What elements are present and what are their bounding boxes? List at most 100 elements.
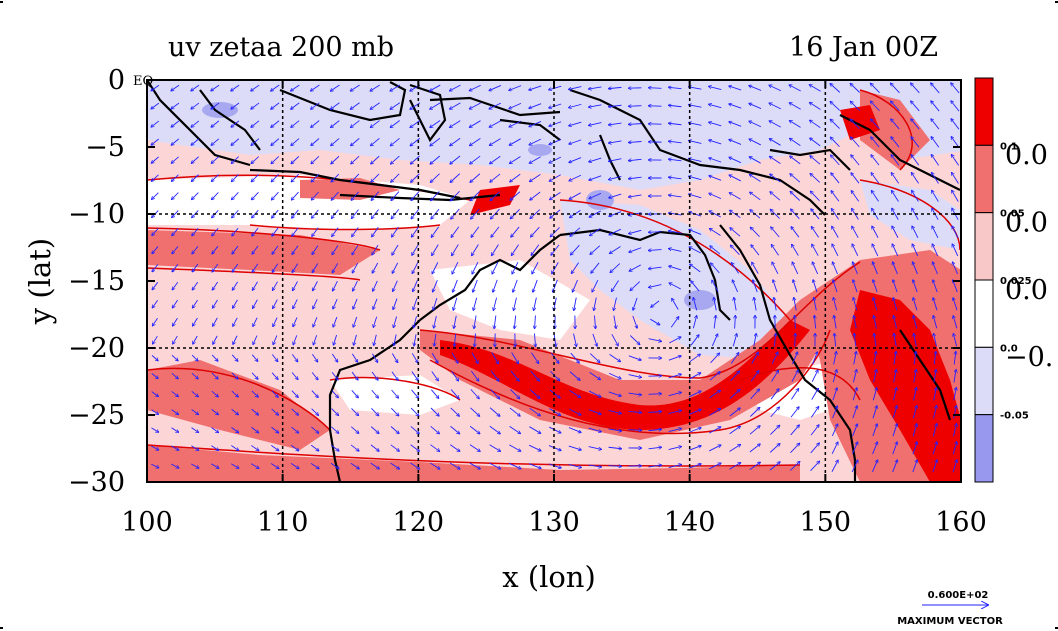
wind-vector — [691, 281, 700, 292]
wind-vector — [529, 103, 542, 109]
wind-vector — [331, 408, 339, 416]
wind-vector — [251, 174, 259, 181]
wind-vector — [370, 102, 380, 109]
wind-vector — [648, 412, 662, 413]
wind-vector — [852, 406, 857, 419]
wind-vector — [589, 157, 602, 162]
wind-vector — [753, 280, 758, 293]
wind-vector — [789, 85, 801, 92]
wind-vector — [812, 262, 819, 275]
wind-vector — [532, 262, 539, 273]
wind-vector — [313, 335, 318, 345]
wind-vector — [711, 263, 720, 274]
wind-vector — [689, 141, 702, 144]
wind-vector — [810, 156, 821, 165]
wind-vector — [171, 391, 178, 396]
wind-vector — [271, 156, 280, 163]
wind-vector — [350, 444, 359, 451]
colorbar-level-label: 0.025 — [1000, 276, 1032, 287]
wind-vector — [489, 138, 501, 146]
wind-vector — [609, 122, 622, 125]
wind-vector — [352, 262, 359, 273]
wind-vector — [853, 298, 858, 311]
wind-vector — [251, 138, 260, 146]
wind-vector — [530, 174, 541, 181]
wind-vector — [932, 442, 937, 455]
wind-vector — [449, 444, 460, 452]
wind-vector — [273, 335, 278, 344]
wind-vector — [491, 226, 500, 237]
wind-vector — [549, 156, 562, 163]
wind-vector — [608, 410, 622, 413]
wind-vector — [913, 298, 918, 311]
wind-vector — [811, 227, 820, 238]
wind-vector — [311, 120, 320, 128]
wind-vector — [735, 316, 736, 329]
wind-vector — [795, 334, 796, 347]
wind-vector — [351, 389, 358, 397]
wind-vector — [450, 137, 461, 145]
wind-vector — [953, 316, 958, 329]
wind-vector — [530, 191, 541, 200]
wind-vector — [633, 297, 638, 310]
wind-vector — [571, 244, 580, 255]
wind-vector — [211, 102, 220, 109]
wind-vector — [313, 281, 318, 290]
wind-vector — [332, 263, 339, 272]
wind-vector — [232, 263, 239, 272]
wind-vector — [413, 280, 418, 291]
wind-vector — [629, 142, 642, 143]
wind-vector — [732, 280, 738, 293]
wind-vector — [433, 280, 438, 292]
wind-vector — [291, 120, 300, 128]
wind-vector — [231, 372, 238, 379]
wind-vector — [171, 445, 178, 450]
wind-vector — [951, 83, 960, 94]
wind-vector — [911, 137, 920, 148]
wind-vector — [688, 428, 701, 433]
wind-vector — [331, 426, 338, 433]
wind-vector — [892, 244, 899, 257]
wind-vector — [873, 280, 878, 293]
wind-vector — [912, 226, 919, 238]
wind-vector — [753, 334, 756, 347]
wind-vector — [511, 244, 519, 256]
wind-vector — [173, 335, 178, 344]
wind-vector — [912, 460, 917, 473]
wind-vector — [430, 444, 439, 452]
wind-vector — [688, 391, 701, 398]
wind-vector — [589, 353, 599, 363]
wind-vector — [933, 370, 936, 383]
strong-negative-spots — [202, 102, 716, 310]
wind-vector — [414, 316, 417, 327]
wind-vector — [351, 155, 360, 164]
wind-vector — [431, 352, 438, 363]
wind-vector — [450, 425, 459, 433]
wind-vector — [669, 105, 682, 106]
wind-vector — [251, 390, 258, 397]
x-tick-label: 150 — [800, 507, 852, 538]
wind-vector — [373, 316, 378, 328]
wind-vector — [412, 244, 419, 255]
wind-vector — [813, 280, 818, 293]
wind-vector — [393, 316, 398, 328]
wind-vector — [311, 173, 320, 182]
wind-vector — [451, 226, 460, 238]
wind-vector — [171, 463, 178, 468]
wind-vector — [894, 334, 897, 347]
wind-vector — [549, 174, 561, 181]
wind-vector — [490, 155, 501, 163]
wind-vector — [548, 426, 561, 433]
wind-vector — [749, 139, 762, 146]
wind-vector — [833, 262, 838, 275]
wind-vector — [293, 281, 298, 291]
wind-vector — [528, 463, 541, 469]
wind-vector — [528, 444, 541, 451]
wind-vector — [371, 155, 380, 164]
wind-vector — [410, 462, 419, 469]
wind-vector — [729, 104, 742, 109]
wind-vector — [649, 250, 662, 251]
wind-vector — [629, 247, 642, 252]
wind-vector — [608, 372, 621, 378]
